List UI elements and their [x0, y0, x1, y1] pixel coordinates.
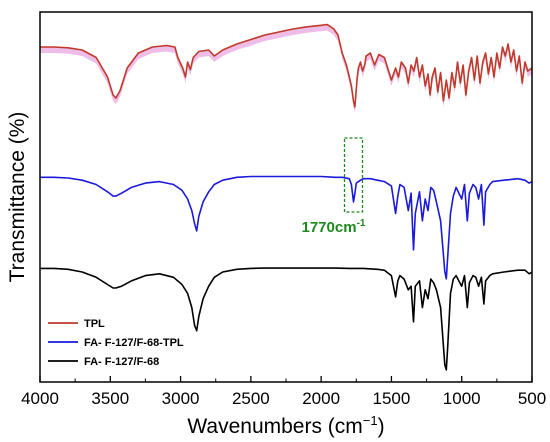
- x-tick-label: 1500: [373, 389, 411, 408]
- x-axis-ticks: 4000 3500 3000 2500 2000 1500 1000 500: [21, 376, 546, 408]
- legend-label: FA- F-127/F-68-TPL: [84, 337, 184, 349]
- x-tick-label: 3500: [91, 389, 129, 408]
- x-tick-label: 4000: [21, 389, 59, 408]
- annotation-box: [343, 137, 364, 213]
- series-line-1: [40, 23, 532, 108]
- x-axis-title: Wavenumbers (cm−1): [187, 413, 384, 438]
- legend: TPL FA- F-127/F-68-TPL FA- F-127/F-68: [48, 318, 184, 368]
- legend-label: TPL: [84, 318, 105, 330]
- legend-label: FA- F-127/F-68: [84, 356, 159, 368]
- x-tick-label: 1000: [443, 389, 481, 408]
- series-line-2: [40, 175, 532, 280]
- x-tick-label: 3000: [162, 389, 200, 408]
- series-line-3: [40, 267, 532, 371]
- x-tick-label: 500: [518, 389, 546, 408]
- series-lines: [40, 23, 532, 371]
- x-tick-label: 2500: [232, 389, 270, 408]
- x-tick-label: 2000: [302, 389, 340, 408]
- annotation-label: 1770cm-1: [302, 218, 366, 236]
- y-axis-title: Transmittance (%): [6, 112, 29, 283]
